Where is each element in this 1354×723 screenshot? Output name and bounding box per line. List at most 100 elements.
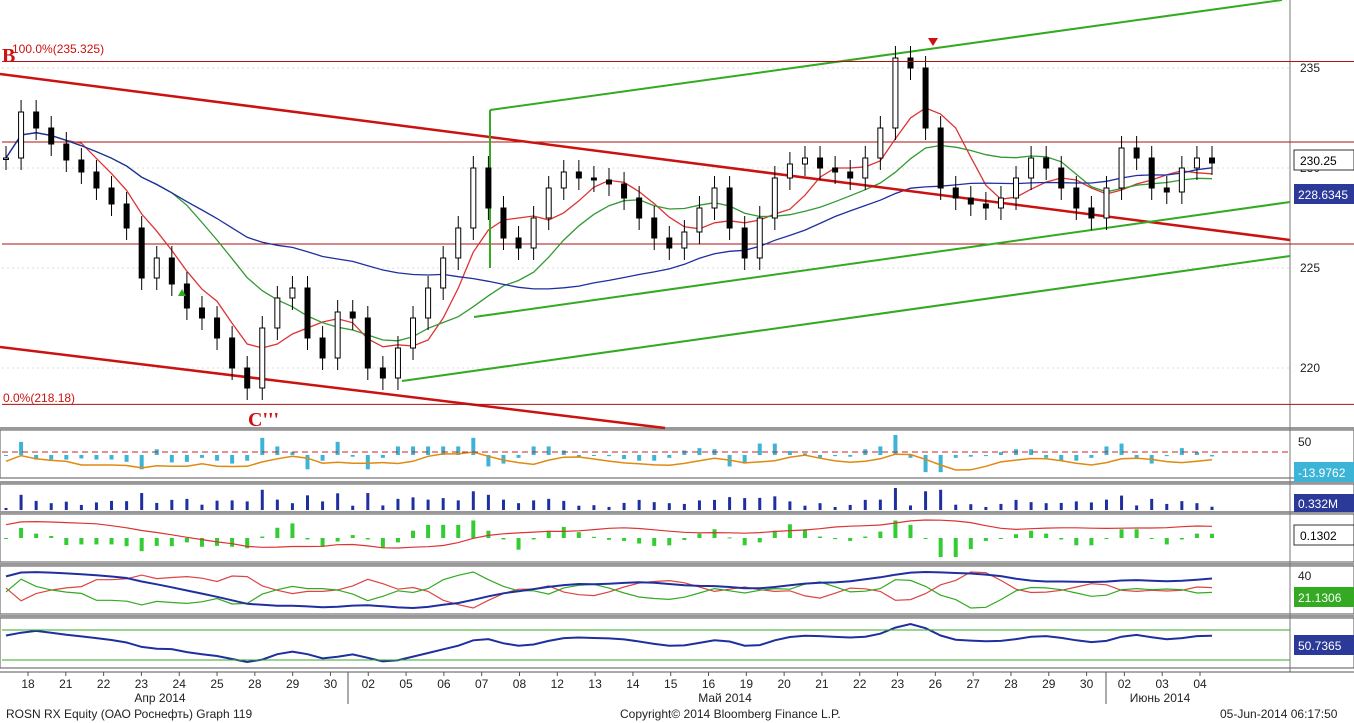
candle-body — [319, 337, 326, 359]
macd-bar — [49, 535, 54, 538]
fib-label-bottom: 0.0%(218.18) — [3, 391, 75, 405]
macd-bar — [380, 538, 385, 548]
volume-panel — [4, 488, 1214, 510]
macd-bar — [1059, 538, 1064, 540]
macd-bar — [260, 536, 265, 538]
volume-bar — [863, 499, 867, 510]
oscillator-bar — [305, 455, 310, 470]
date-tick-label: 28 — [1004, 677, 1018, 691]
panel-separator-3 — [0, 563, 1354, 566]
date-tick-label: 16 — [702, 677, 716, 691]
volume-bar — [4, 507, 8, 510]
oscillator-bar — [230, 455, 235, 464]
macd-bar — [1074, 538, 1079, 546]
candle-body — [93, 171, 100, 189]
candle-body — [967, 197, 974, 205]
volume-bar — [351, 505, 355, 510]
oscillator-bar — [1089, 455, 1094, 458]
trendline-upper-red — [0, 72, 1291, 242]
osc-tick-50: 50 — [1298, 435, 1312, 449]
candle-body — [3, 157, 9, 160]
volume-bar — [170, 499, 174, 510]
oscillator-bar — [772, 443, 777, 455]
adx-line — [5, 570, 1213, 610]
volume-bar — [125, 501, 129, 510]
macd-bar — [275, 527, 280, 538]
osc-value-label: -13.9762 — [1294, 462, 1354, 482]
macd-bar — [622, 538, 627, 541]
macd-bar — [682, 538, 687, 541]
volume-bar — [969, 504, 973, 510]
volume-bar — [411, 497, 415, 510]
volume-bar — [652, 502, 656, 510]
macd-bar — [818, 536, 823, 538]
candle-body — [636, 197, 643, 219]
candle-body — [590, 177, 597, 181]
candle-body — [847, 171, 854, 179]
oscillator-bar — [34, 455, 39, 460]
candle-body — [937, 127, 944, 189]
volume-bar — [924, 491, 928, 510]
macd-bar — [1164, 538, 1169, 545]
volume-bar — [697, 500, 701, 510]
macd-bar — [833, 538, 838, 540]
oscillator-bar — [983, 455, 988, 457]
macd-bar — [938, 538, 943, 557]
price-axis: 220225230235 — [1300, 61, 1320, 375]
oscillator-bar — [516, 455, 521, 458]
candle-body — [801, 157, 808, 165]
oscillator-bar — [893, 435, 898, 455]
macd-bar — [456, 524, 461, 538]
macd-bar — [1210, 533, 1214, 538]
macd-bar — [230, 538, 235, 547]
volume-bar — [34, 500, 38, 510]
volume-bar — [1150, 498, 1154, 510]
macd-bar — [531, 538, 536, 540]
candle-body — [470, 167, 477, 229]
volume-bar — [49, 503, 53, 510]
oscillator-bar — [1179, 448, 1184, 455]
date-tick-label: 21 — [59, 677, 73, 691]
oscillator-bar — [622, 455, 627, 459]
candle-body — [1058, 167, 1065, 189]
panel-separator-4 — [0, 615, 1354, 618]
candle-body — [455, 227, 462, 259]
date-tick-label: 20 — [777, 677, 791, 691]
oscillator-bar — [215, 455, 220, 461]
oscillator-bar — [848, 455, 853, 457]
oscillator-bar — [697, 448, 702, 455]
volume-bar — [140, 493, 144, 510]
candle-body — [1193, 157, 1200, 169]
candle-body — [1088, 207, 1095, 219]
macd-bar — [772, 530, 777, 538]
panel-separator-1 — [0, 481, 1354, 484]
volume-bar — [577, 505, 581, 510]
macd-bar — [998, 538, 1003, 539]
oscillator-bar — [757, 443, 762, 455]
date-tick-label: 07 — [475, 677, 489, 691]
candles — [3, 38, 1215, 400]
candle-body — [259, 327, 266, 389]
oscillator-bar — [169, 455, 174, 463]
volume-bar — [396, 498, 400, 510]
macd-bar — [169, 538, 174, 547]
macd-bar — [923, 538, 928, 539]
candle-body — [997, 197, 1004, 209]
volume-bar — [486, 494, 490, 510]
macd-bar — [607, 538, 611, 540]
oscillator-panel — [2, 435, 1290, 473]
macd-value-label: 0.1302 — [1293, 524, 1354, 546]
price-tick-label: 225 — [1300, 261, 1320, 275]
date-tick-label: 29 — [1042, 677, 1056, 691]
oscillator-bar — [486, 455, 491, 467]
oscillator-bar — [833, 455, 838, 457]
volume-bar — [456, 500, 460, 510]
volume-bar — [848, 504, 852, 510]
macd-bar — [199, 538, 204, 547]
last-price-label: 230.25 — [1293, 149, 1354, 171]
volume-bar — [728, 497, 732, 510]
volume-bar — [1210, 506, 1214, 510]
annotation-c: C''' — [248, 409, 279, 431]
oscillator-bar — [1210, 455, 1214, 457]
candle-body — [425, 287, 432, 319]
